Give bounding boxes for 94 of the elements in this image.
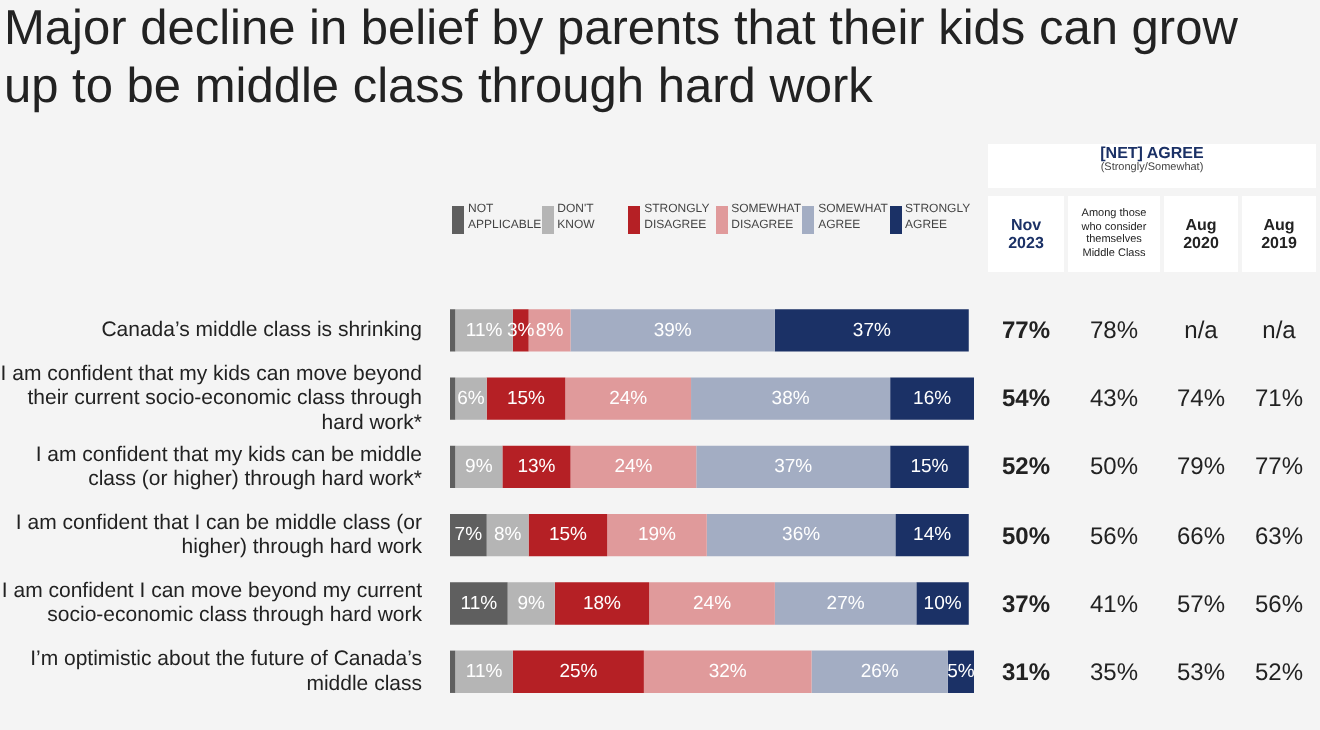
data-label: 15% <box>506 387 547 410</box>
text: 43% <box>1087 382 1141 415</box>
text: 41% <box>1087 587 1141 620</box>
data-label: 19% <box>637 524 678 547</box>
text: 52% <box>1252 655 1306 688</box>
bar <box>450 445 456 489</box>
bar <box>890 445 969 489</box>
data-label: 15% <box>548 524 589 547</box>
y-tick-label: I’m optimistic about the future of Canada’s middle class <box>30 647 422 696</box>
text: 71% <box>1252 382 1306 415</box>
bar <box>643 650 812 693</box>
text: 66% <box>1174 519 1228 552</box>
data-label: 24% <box>692 592 733 615</box>
data-label: 38% <box>771 387 811 410</box>
y-tick-label: I am confident I can move beyond my current socio-economic class through hard work <box>1 579 424 628</box>
bar <box>507 582 555 625</box>
text: 74% <box>1174 382 1228 415</box>
category-label: Aug 2019 <box>1242 196 1316 272</box>
data-label: 27% <box>826 592 866 615</box>
data-label: 9% <box>517 592 547 615</box>
data-label: 5% <box>947 661 976 684</box>
text: 77% <box>1252 450 1306 483</box>
bar <box>916 582 969 625</box>
bar <box>528 514 608 557</box>
bar <box>502 445 571 489</box>
data-label: 8% <box>535 319 565 342</box>
data-label: 36% <box>782 524 822 547</box>
bar <box>450 309 456 352</box>
bar <box>607 514 707 557</box>
bar <box>895 514 969 557</box>
text: 53% <box>1174 655 1228 688</box>
data-label: 26% <box>860 661 900 684</box>
text: n/a <box>1182 314 1220 347</box>
data-label: 10% <box>923 592 963 615</box>
data-label: 11% <box>465 319 504 342</box>
data-label: 6% <box>457 387 486 410</box>
y-tick-label: I am confident that my kids can move beyond their current socio-economic class through hard work* <box>0 362 423 435</box>
text: [NET] AGREE <box>1098 144 1206 162</box>
bar <box>696 445 891 489</box>
data-label: 13% <box>517 456 557 479</box>
data-label: 15% <box>910 456 950 479</box>
text: 52% <box>999 450 1053 483</box>
data-label: 7% <box>454 524 484 547</box>
data-label: 24% <box>609 387 649 410</box>
bar <box>890 377 974 420</box>
bar <box>691 377 891 420</box>
text: n/a <box>1260 314 1298 347</box>
text: 54% <box>999 382 1053 415</box>
data-label: 39% <box>653 319 693 342</box>
data-label: 32% <box>708 661 748 684</box>
bar <box>512 650 644 693</box>
data-label: 11% <box>460 592 499 615</box>
data-label: 18% <box>582 592 623 615</box>
text: 56% <box>1252 587 1306 620</box>
data-label: 37% <box>774 456 814 479</box>
text: 78% <box>1087 314 1141 347</box>
bar <box>554 582 650 625</box>
text: 56% <box>1087 519 1141 552</box>
text: 31% <box>999 655 1053 688</box>
bar <box>565 377 692 420</box>
y-tick-label: I am confident that my kids can be middle class (or higher) through hard work* <box>35 442 423 491</box>
data-label: 14% <box>913 524 953 547</box>
data-label: 25% <box>559 661 599 684</box>
bar <box>570 445 697 489</box>
bar <box>774 309 969 352</box>
bar <box>706 514 896 557</box>
y-tick-label: Canada’s middle class is shrinking <box>101 318 423 343</box>
bar <box>486 377 566 420</box>
data-label: 8% <box>493 524 523 547</box>
text: 35% <box>1087 655 1141 688</box>
text: 37% <box>999 587 1053 620</box>
bar <box>450 377 456 420</box>
category-label: Nov 2023 <box>988 196 1064 272</box>
text: 50% <box>1087 450 1141 483</box>
bar <box>450 582 508 625</box>
text: 50% <box>999 519 1053 552</box>
bar <box>649 582 775 625</box>
y-tick-label: I am confident that I can be middle class (or higher) through hard work <box>15 510 424 560</box>
data-label: 11% <box>465 661 504 684</box>
bar <box>570 309 775 352</box>
data-label: 37% <box>852 319 892 342</box>
bar <box>450 650 456 693</box>
bar <box>811 650 948 693</box>
bar <box>455 650 513 693</box>
chart-title: Major decline in belief by parents that their kids can grow up to be middle class through hard work <box>4 0 1240 116</box>
text: 57% <box>1174 587 1228 620</box>
text: 63% <box>1252 519 1306 552</box>
data-label: 16% <box>913 387 953 410</box>
category-label: Aug 2020 <box>1164 196 1238 272</box>
text: 79% <box>1174 450 1228 483</box>
data-label: 9% <box>465 456 494 479</box>
bar <box>774 582 917 625</box>
data-label: 24% <box>614 456 654 479</box>
text: 77% <box>999 314 1053 347</box>
